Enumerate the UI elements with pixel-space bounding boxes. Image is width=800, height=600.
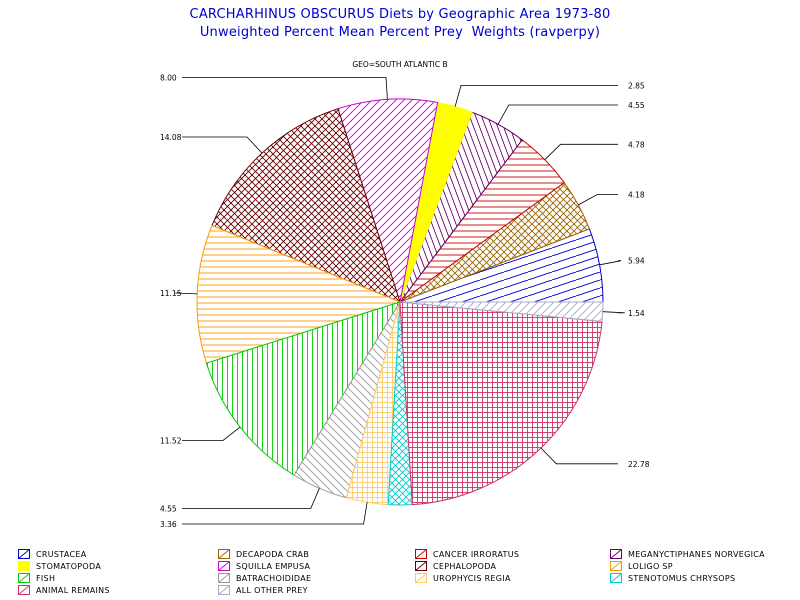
data-label: 4.18 <box>628 190 645 199</box>
pie-slice-fish <box>205 301 402 476</box>
data-label: 4.55 <box>160 505 177 514</box>
legend-item: BATRACHOIDIDAE <box>218 572 311 584</box>
legend-swatch <box>18 561 30 571</box>
leader-line <box>578 193 618 206</box>
data-label: 8.00 <box>160 73 177 82</box>
legend-item: FISH <box>18 572 55 584</box>
chart-title: CARCHARHINUS OBSCURUS Diets by Geographi… <box>189 7 611 22</box>
legend-item: LOLIGO SP <box>610 560 673 572</box>
legend-label: BATRACHOIDIDAE <box>236 573 312 583</box>
legend-item: DECAPODA CRAB <box>218 548 309 560</box>
legend-label: CRUSTACEA <box>36 549 87 559</box>
legend-swatch <box>218 573 230 583</box>
legend-item: CRUSTACEA <box>18 548 87 560</box>
pie-data-labels: 5.94 4.18 4.78 4.55 2.85 8.00 14.08 11.15 11.52 4… <box>160 73 650 529</box>
legend-item: SQUILLA EMPUSA <box>218 560 310 572</box>
legend-swatch <box>610 573 622 583</box>
leader-line <box>544 143 618 160</box>
pie-slice-squilla-empusa <box>337 98 439 303</box>
data-label: 1.54 <box>628 309 645 318</box>
data-label: 22.78 <box>628 460 650 469</box>
data-label: 5.94 <box>628 257 645 266</box>
legend-item: ALL OTHER PREY <box>218 584 308 596</box>
geo-subtitle: GEO=SOUTH ATLANTIC B <box>352 60 447 69</box>
pie-slices <box>196 98 604 506</box>
legend-label: CANCER IRRORATUS <box>433 549 520 559</box>
leader-line <box>182 488 320 509</box>
legend-item: STOMATOPODA <box>18 560 101 572</box>
legend-item: STENOTOMUS CHRYSOPS <box>610 572 735 584</box>
legend-swatch <box>18 585 30 595</box>
legend-item: UROPHYCIS REGIA <box>415 572 511 584</box>
legend-swatch <box>415 549 427 559</box>
pie-chart: GEO=SOUTH ATLANTIC B 5.94 4.18 4.78 4.55 2.8… <box>160 60 650 529</box>
legend-swatch <box>18 573 30 583</box>
legend-item: MEGANYCTIPHANES NORVEGICA <box>610 548 765 560</box>
data-label: 11.52 <box>160 437 182 446</box>
legend-label: ANIMAL REMAINS <box>36 585 110 595</box>
legend-item: CEPHALOPODA <box>415 560 496 572</box>
legend-label: MEGANYCTIPHANES NORVEGICA <box>628 549 765 559</box>
leader-line <box>182 426 241 442</box>
pie-slice-cephalopoda <box>211 108 401 303</box>
legend-label: CEPHALOPODA <box>433 561 497 571</box>
data-label: 14.08 <box>160 133 182 142</box>
chart-subtitle-line: Unweighted Percent Mean Percent Prey Wei… <box>199 25 601 40</box>
leader-line <box>599 260 622 266</box>
legend-label: UROPHYCIS REGIA <box>433 573 511 583</box>
legend-label: LOLIGO SP <box>628 561 673 571</box>
legend-item: ANIMAL REMAINS <box>18 584 110 596</box>
leader-line <box>182 502 368 525</box>
legend-swatch <box>610 549 622 559</box>
pie-slice-all-other-prey <box>399 301 604 322</box>
leader-line <box>497 104 618 125</box>
data-label: 11.15 <box>160 289 182 298</box>
pie-slice-animal-remains <box>399 301 603 506</box>
leader-line <box>175 292 198 295</box>
leader-line <box>602 311 625 314</box>
legend-label: STENOTOMUS CHRYSOPS <box>628 573 736 583</box>
legend-swatch <box>218 549 230 559</box>
legend-swatch <box>610 561 622 571</box>
leader-line <box>182 136 263 154</box>
legend-item: CANCER IRRORATUS <box>415 548 519 560</box>
legend-swatch <box>18 549 30 559</box>
legend-label: DECAPODA CRAB <box>236 549 310 559</box>
chart-title-block: CARCHARHINUS OBSCURUS Diets by Geographi… <box>0 6 800 42</box>
legend-label: SQUILLA EMPUSA <box>236 561 311 571</box>
data-label: 4.55 <box>628 101 645 110</box>
data-label: 2.85 <box>628 81 645 90</box>
data-label: 4.78 <box>628 140 645 149</box>
data-label: 3.36 <box>160 520 177 529</box>
leader-line <box>454 85 618 107</box>
legend-label: FISH <box>36 573 56 583</box>
legend-swatch <box>218 585 230 595</box>
legend-label: STOMATOPODA <box>36 561 102 571</box>
leader-line <box>182 77 388 100</box>
legend-swatch <box>415 573 427 583</box>
legend-swatch <box>218 561 230 571</box>
legend-swatch <box>415 561 427 571</box>
legend-label: ALL OTHER PREY <box>236 585 308 595</box>
leader-line <box>540 447 618 465</box>
